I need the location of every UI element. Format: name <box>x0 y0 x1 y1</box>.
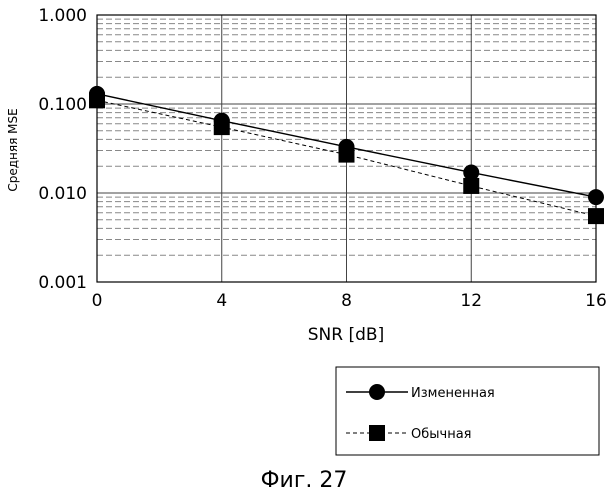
x-axis-label: SNR [dB] <box>308 325 384 345</box>
x-tick-label: 4 <box>216 291 227 311</box>
data-point-square <box>463 178 479 194</box>
data-point-circle <box>588 189 604 205</box>
y-tick-label: 0.100 <box>38 95 87 115</box>
x-tick-label: 16 <box>585 291 607 311</box>
axis-ticks: 1.000 0.100 0.010 0.0010 4 8 12 16 <box>38 6 606 311</box>
y-tick-label: 0.010 <box>38 184 87 204</box>
data-point-square <box>89 92 105 108</box>
legend-marker-circle <box>369 384 385 400</box>
x-tick-label: 0 <box>92 291 103 311</box>
x-tick-label: 8 <box>341 291 352 311</box>
data-point-square <box>339 147 355 163</box>
legend-marker-square <box>369 425 385 441</box>
legend: Измененная Обычная <box>336 367 599 455</box>
data-point-square <box>214 119 230 135</box>
data-point-square <box>588 208 604 224</box>
y-tick-label: 0.001 <box>38 273 87 293</box>
y-axis-label: Средняя MSE <box>6 108 20 191</box>
figure-caption: Фиг. 27 <box>0 468 608 493</box>
y-tick-label: 1.000 <box>38 6 87 26</box>
legend-label-1: Измененная <box>411 386 495 401</box>
legend-label-2: Обычная <box>411 427 471 442</box>
chart-svg: 1.0000.1000.0100.0010481216 Средняя MSE … <box>0 0 608 470</box>
x-tick-label: 12 <box>460 291 482 311</box>
